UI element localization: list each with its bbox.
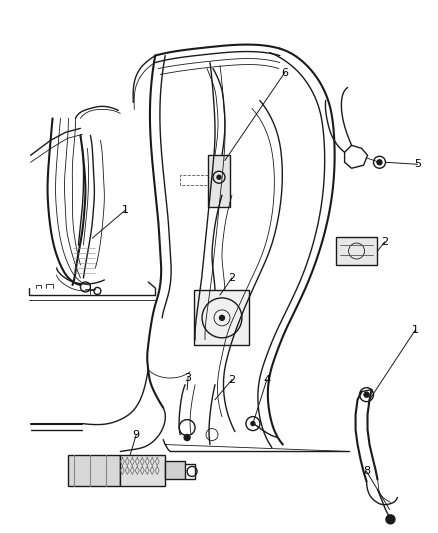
Bar [68, 455, 120, 487]
Circle shape [251, 422, 255, 425]
Circle shape [217, 175, 221, 179]
Text: 2: 2 [228, 375, 236, 385]
Circle shape [184, 434, 190, 441]
Bar [194, 290, 249, 345]
Text: 2: 2 [228, 273, 236, 283]
Text: 2: 2 [381, 237, 388, 247]
Text: 5: 5 [414, 159, 421, 169]
Bar [120, 455, 165, 487]
Bar [208, 155, 230, 207]
Circle shape [94, 287, 101, 294]
Circle shape [386, 515, 395, 524]
Text: 6: 6 [281, 68, 288, 77]
Text: 4: 4 [263, 375, 270, 385]
Circle shape [219, 316, 225, 320]
Bar [165, 462, 185, 480]
Text: 8: 8 [363, 466, 370, 477]
Circle shape [377, 160, 382, 165]
Text: 1: 1 [412, 325, 419, 335]
Bar [336, 237, 378, 265]
Text: 1: 1 [122, 205, 129, 215]
Text: 3: 3 [184, 373, 191, 383]
Circle shape [364, 392, 369, 397]
Text: 9: 9 [133, 430, 140, 440]
